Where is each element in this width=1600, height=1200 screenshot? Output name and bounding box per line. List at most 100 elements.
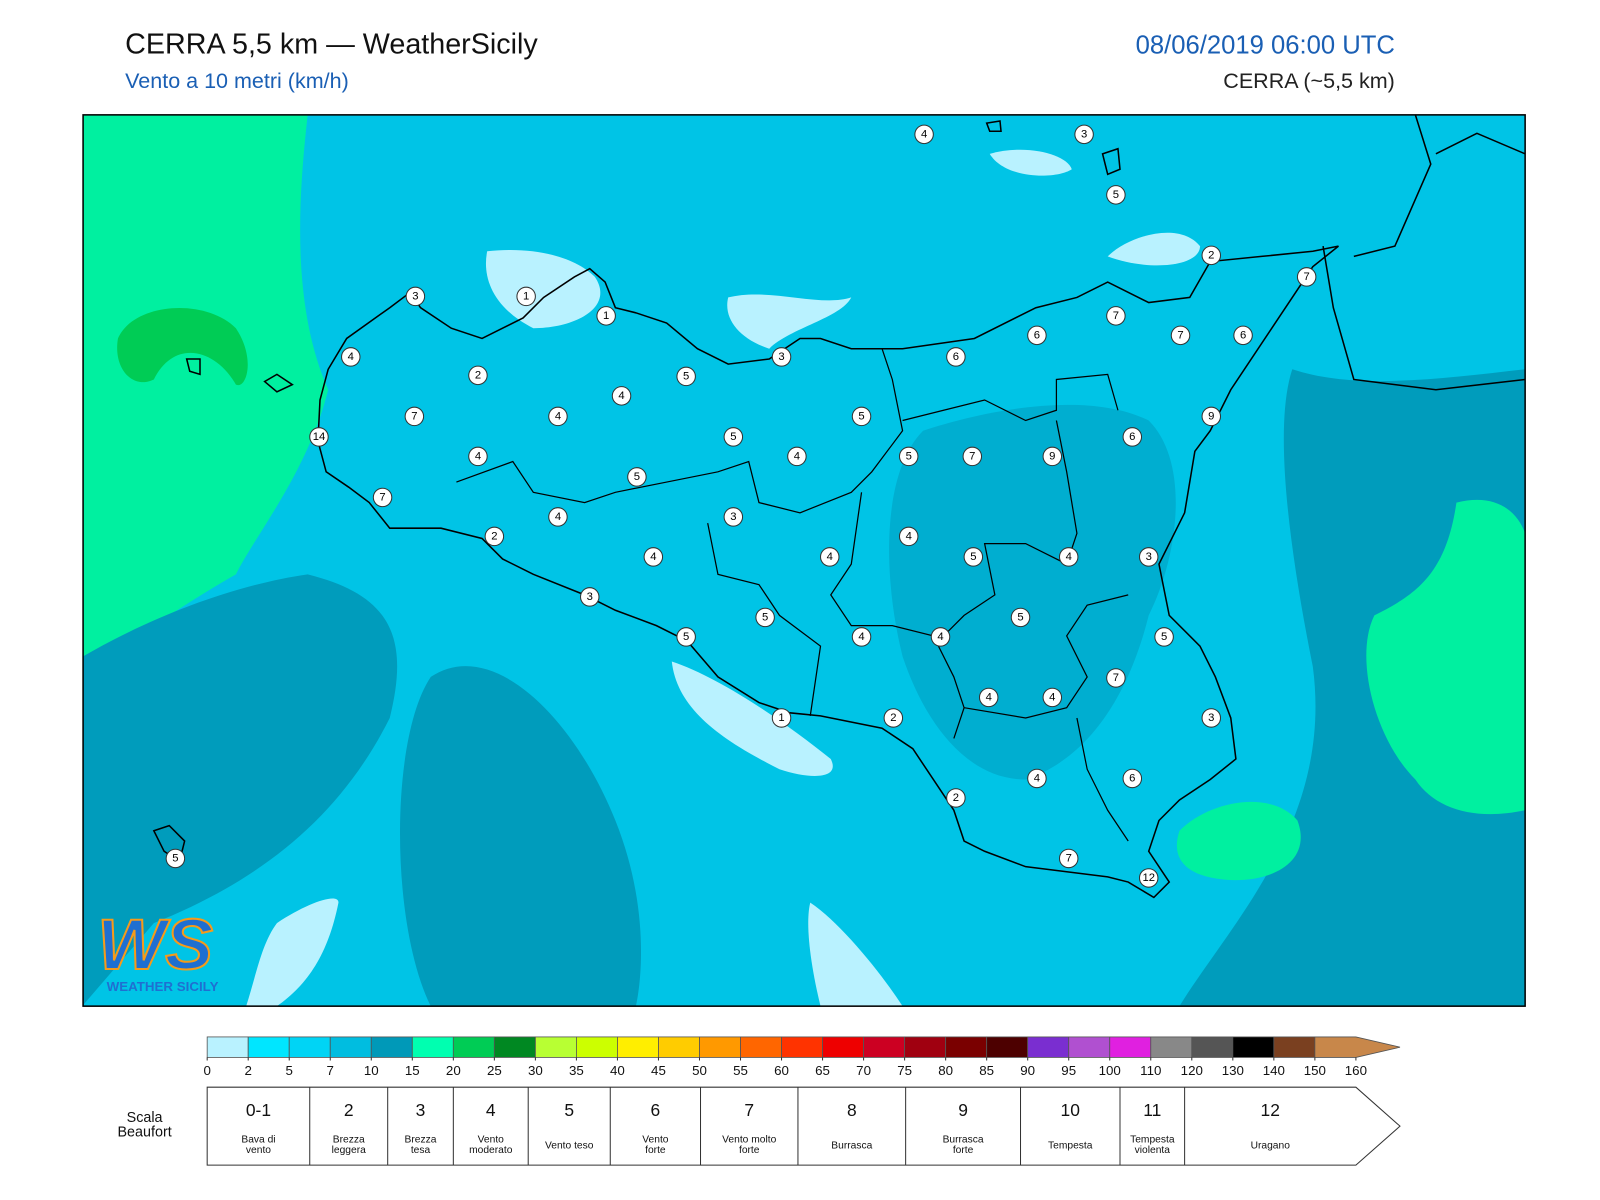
province-border — [456, 348, 1129, 842]
station: 4 — [1058, 547, 1079, 567]
subtitle: Vento a 10 metri (km/h) — [125, 69, 349, 93]
station-value: 4 — [1066, 551, 1072, 563]
station-marker — [1138, 547, 1159, 567]
colorbar-tick-label: 65 — [815, 1063, 830, 1078]
wind-area — [246, 898, 339, 1007]
colorbar-tick-label: 15 — [405, 1063, 420, 1078]
station-value: 2 — [953, 792, 959, 804]
colorbar-tick-label: 20 — [446, 1063, 461, 1078]
station-marker — [851, 406, 872, 427]
station-value: 4 — [921, 128, 927, 140]
beaufort-label: vento — [246, 1145, 271, 1156]
station-value: 4 — [650, 551, 656, 563]
wind-area — [671, 661, 833, 776]
beaufort-force: 7 — [744, 1100, 754, 1120]
beaufort-label: Vento teso — [545, 1141, 594, 1152]
station: 12 — [1138, 868, 1159, 888]
colorbar-bin — [617, 1036, 659, 1058]
station-value: 6 — [1240, 329, 1246, 341]
station: 3 — [405, 286, 426, 307]
station: 6 — [1122, 427, 1143, 447]
wind-area — [1176, 801, 1301, 881]
station-marker — [723, 427, 744, 447]
station-marker — [309, 427, 329, 447]
beaufort-force: 0-1 — [246, 1100, 271, 1120]
station-value: 4 — [475, 450, 481, 462]
station-marker — [1027, 325, 1047, 346]
colorbar-tick-label: 60 — [774, 1063, 789, 1078]
station-marker — [1233, 325, 1253, 346]
colorbar-bin — [576, 1036, 618, 1058]
beaufort-label: Burrasca — [943, 1135, 984, 1146]
station: 4 — [468, 446, 488, 467]
station-value: 5 — [683, 631, 689, 643]
station: 7 — [1106, 306, 1126, 326]
station-marker — [372, 487, 393, 508]
station-value: 6 — [953, 351, 959, 363]
logo-caption: WEATHER SICILY — [107, 979, 219, 994]
beaufort-force: 2 — [344, 1100, 354, 1120]
station: 5 — [165, 848, 186, 869]
station-value: 4 — [906, 530, 912, 542]
station-marker — [946, 788, 966, 808]
colorbar-tick-label: 150 — [1304, 1063, 1326, 1078]
colorbar-bin — [1273, 1036, 1316, 1058]
colorbar-tick-label: 0 — [203, 1063, 210, 1078]
beaufort-label: forte — [953, 1145, 974, 1156]
station-value: 14 — [313, 431, 326, 443]
colorbar-tick-label: 40 — [610, 1063, 625, 1078]
beaufort-label: Tempesta — [1130, 1135, 1175, 1146]
station-value: 5 — [858, 410, 864, 422]
station-value: 5 — [634, 471, 640, 483]
wind-area — [1366, 499, 1526, 815]
colorbar-bin — [411, 1036, 454, 1058]
station-marker — [1106, 668, 1126, 688]
station-marker — [930, 627, 951, 647]
logo: WS WEATHER SICILY — [96, 904, 219, 994]
station-marker — [1122, 427, 1143, 447]
beaufort-label: Vento — [478, 1135, 505, 1146]
station-marker — [1010, 607, 1031, 628]
station-marker — [851, 627, 872, 647]
station: 5 — [676, 366, 696, 387]
wind-area — [400, 666, 641, 1007]
datetime: 08/06/2019 06:00 UTC — [1136, 31, 1395, 59]
station-value: 3 — [730, 511, 736, 523]
colorbar-tick-label: 140 — [1263, 1063, 1285, 1078]
station-value: 9 — [1208, 410, 1214, 422]
station-value: 1 — [603, 310, 609, 322]
beaufort-force: 12 — [1261, 1100, 1280, 1120]
station: 3 — [771, 347, 792, 367]
station: 2 — [484, 526, 505, 547]
beaufort-label: Vento — [642, 1135, 669, 1146]
station-marker — [516, 286, 536, 307]
station-marker — [405, 286, 426, 307]
colorbar-bin — [1232, 1036, 1275, 1058]
station: 4 — [787, 446, 807, 467]
colorbar-bin — [370, 1036, 413, 1058]
colorbar-tick-label: 95 — [1061, 1063, 1076, 1078]
station: 2 — [1201, 245, 1222, 266]
station-value: 9 — [1049, 450, 1055, 462]
station: 3 — [1201, 708, 1222, 728]
station: 5 — [963, 547, 984, 567]
station-marker — [771, 708, 792, 728]
colorbar-tick-label: 50 — [692, 1063, 707, 1078]
station-marker — [1201, 708, 1222, 728]
wind-area — [1107, 232, 1200, 266]
station: 14 — [309, 427, 329, 447]
station: 4 — [914, 124, 934, 145]
beaufort-force: 5 — [564, 1100, 574, 1120]
colorbar-tick-label: 35 — [569, 1063, 584, 1078]
colorbar-bin — [1109, 1036, 1152, 1058]
colorbar-tick-label: 90 — [1020, 1063, 1035, 1078]
colorbar-tick-label: 25 — [487, 1063, 502, 1078]
station-marker — [1042, 446, 1063, 467]
colorbar-tick-label: 2 — [244, 1063, 251, 1078]
station-marker — [341, 347, 361, 367]
station: 2 — [946, 788, 966, 808]
